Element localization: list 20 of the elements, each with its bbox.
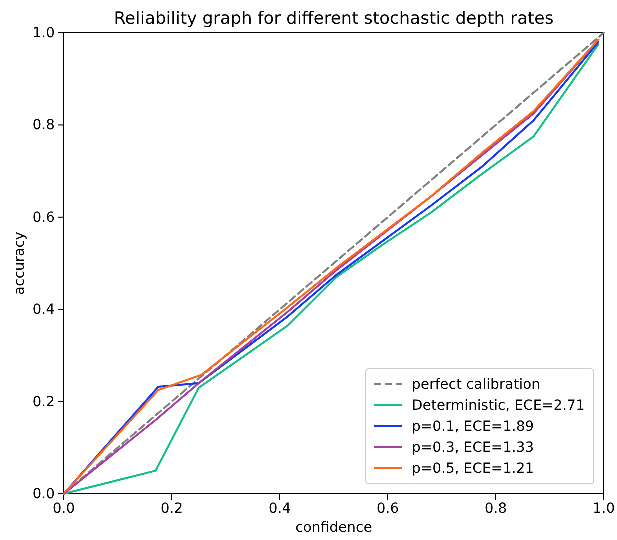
y-tick-label: 0.0 [32,486,55,502]
legend-label: p=0.1, ECE=1.89 [412,419,534,435]
y-tick-label: 0.2 [32,394,55,410]
chart-title: Reliability graph for different stochastic depth rates [114,9,554,29]
x-tick-label: 0.2 [160,500,184,517]
x-tick-label: 0.0 [52,500,76,517]
x-tick-label: 1.0 [592,500,616,517]
y-tick-label: 0.4 [32,302,56,318]
legend-label: p=0.3, ECE=1.33 [412,440,534,456]
y-tick-label: 0.6 [32,210,56,226]
x-tick-label: 0.6 [376,500,400,517]
x-axis-title: confidence [296,520,372,536]
legend-label: perfect calibration [412,377,541,393]
x-tick-label: 0.4 [268,500,292,517]
legend-label: Deterministic, ECE=2.71 [412,398,585,414]
legend-label: p=0.5, ECE=1.21 [412,461,534,477]
y-tick-label: 0.8 [32,118,55,134]
y-axis-title: accuracy [12,232,28,296]
x-tick-label: 0.8 [484,500,508,517]
y-tick-label: 1.0 [32,25,55,42]
